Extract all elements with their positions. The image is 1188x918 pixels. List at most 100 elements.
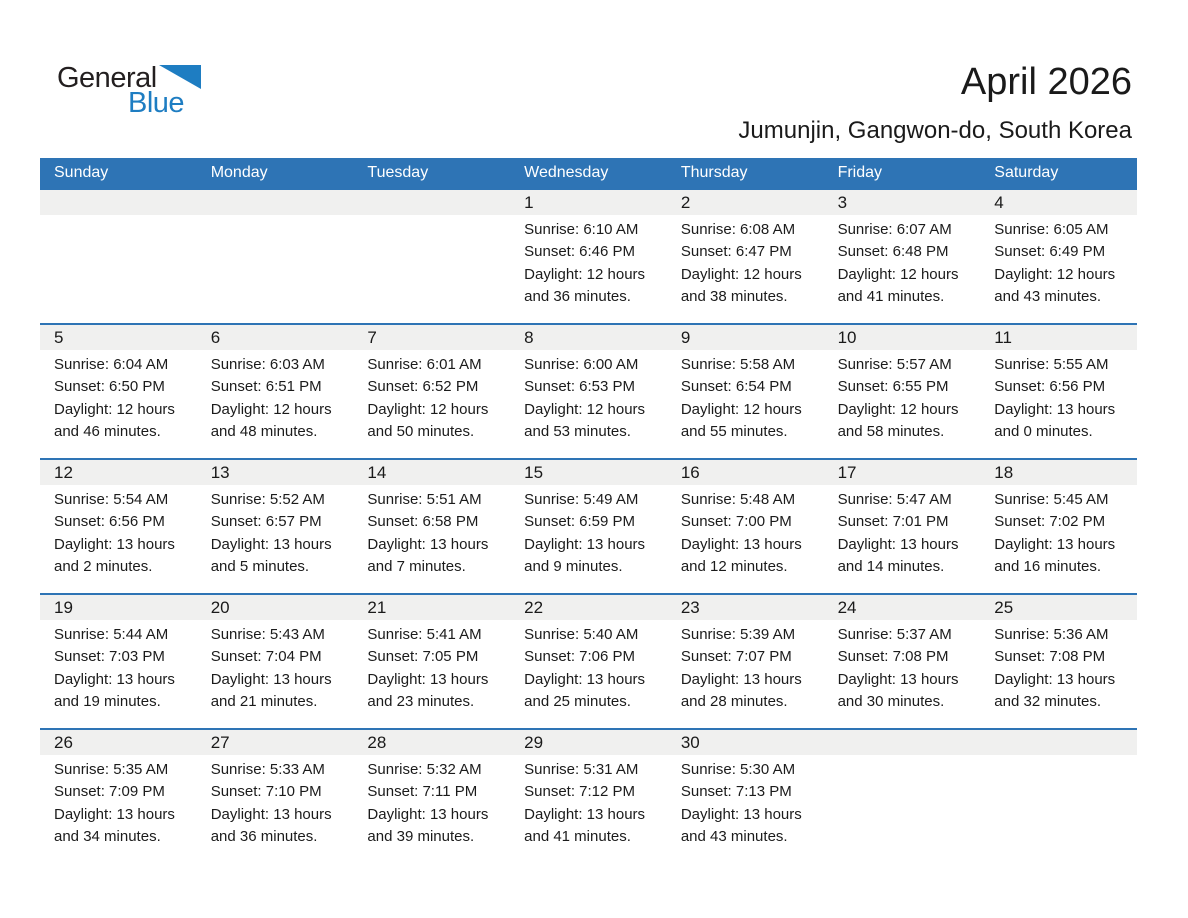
sunset-text: Sunset: 6:47 PM [680,243,792,261]
daylight-hours-text: Daylight: 13 hours [524,805,646,823]
day-cell: 29 Sunrise: 5:31 AM Sunset: 7:12 PM Dayligh… [510,730,667,863]
daylight-hours-text: Daylight: 13 hours [837,670,959,688]
day-info: Sunrise: 5:44 AM Sunset: 7:03 PM Daylight:… [54,624,197,714]
sunrise-text: Sunrise: 6:05 AM [994,221,1109,238]
daylight-minutes-text: and 55 minutes. [680,423,788,441]
empty-day-cell [980,730,1137,863]
day-info: Sunrise: 5:47 AM Sunset: 7:01 PM Daylight:… [838,489,981,579]
weekday-thursday: Thursday [680,164,748,181]
week-row: 12 Sunrise: 5:54 AM Sunset: 6:56 PM Dayligh… [40,458,1137,593]
sunrise-text: Sunrise: 5:48 AM [680,491,796,508]
sunset-text: Sunset: 7:10 PM [210,783,322,801]
day-cell: 24 Sunrise: 5:37 AM Sunset: 7:08 PM Dayligh… [824,595,981,728]
general-blue-logo: General Blue [57,64,201,118]
weekday-sunday: Sunday [54,164,109,181]
sunset-text: Sunset: 7:08 PM [837,648,949,666]
sunset-text: Sunset: 7:12 PM [524,783,636,801]
daylight-minutes-text: and 50 minutes. [367,423,475,441]
day-number: 16 [680,463,700,482]
day-cell: 13 Sunrise: 5:52 AM Sunset: 6:57 PM Dayligh… [197,460,354,593]
daylight-hours-text: Daylight: 12 hours [210,400,332,418]
daylight-minutes-text: and 32 minutes. [994,693,1102,711]
sunset-text: Sunset: 7:01 PM [837,513,949,531]
day-info: Sunrise: 5:57 AM Sunset: 6:55 PM Daylight:… [838,354,981,444]
day-info: Sunrise: 5:43 AM Sunset: 7:04 PM Daylight:… [211,624,354,714]
day-number: 2 [680,193,691,212]
daylight-hours-text: Daylight: 13 hours [210,805,332,823]
logo-text-general: General [57,62,157,94]
day-info: Sunrise: 6:05 AM Sunset: 6:49 PM Daylight:… [994,219,1137,309]
daylight-minutes-text: and 28 minutes. [680,693,788,711]
sunrise-text: Sunrise: 5:31 AM [524,761,639,778]
day-cell: 9 Sunrise: 5:58 AM Sunset: 6:54 PM Daylight… [667,325,824,458]
daylight-minutes-text: and 14 minutes. [837,558,945,576]
sunrise-text: Sunrise: 5:37 AM [837,626,952,643]
day-cell: 23 Sunrise: 5:39 AM Sunset: 7:07 PM Dayligh… [667,595,824,728]
logo-text-blue: Blue [128,87,185,119]
weekday-saturday: Saturday [994,164,1059,181]
day-number: 14 [367,463,387,482]
daylight-minutes-text: and 19 minutes. [54,693,161,711]
sunset-text: Sunset: 7:11 PM [367,783,478,801]
day-cell: 11 Sunrise: 5:55 AM Sunset: 6:56 PM Dayligh… [980,325,1137,458]
week-row: 26 Sunrise: 5:35 AM Sunset: 7:09 PM Dayligh… [40,728,1137,863]
day-number: 21 [367,598,387,617]
day-info: Sunrise: 5:54 AM Sunset: 6:56 PM Daylight:… [54,489,197,579]
sunset-text: Sunset: 6:56 PM [54,513,165,531]
sunset-text: Sunset: 6:58 PM [367,513,479,531]
daylight-minutes-text: and 16 minutes. [994,558,1102,576]
sunrise-text: Sunrise: 5:47 AM [837,491,952,508]
sunset-text: Sunset: 7:00 PM [680,513,792,531]
daylight-hours-text: Daylight: 12 hours [367,400,489,418]
daylight-hours-text: Daylight: 12 hours [837,400,959,418]
day-number: 30 [680,733,700,752]
day-number: 4 [994,193,1004,212]
sunset-text: Sunset: 7:04 PM [210,648,322,666]
sunset-text: Sunset: 6:59 PM [524,513,636,531]
day-number: 20 [210,598,230,617]
page-subtitle: Jumunjin, Gangwon-do, South Korea [738,117,1132,144]
daylight-hours-text: Daylight: 13 hours [54,670,175,688]
daylight-minutes-text: and 5 minutes. [210,558,310,576]
sunrise-text: Sunrise: 5:51 AM [367,491,482,508]
sunrise-text: Sunrise: 5:52 AM [210,491,325,508]
day-cell: 20 Sunrise: 5:43 AM Sunset: 7:04 PM Dayligh… [197,595,354,728]
day-number: 10 [837,328,857,347]
day-number: 24 [837,598,857,617]
day-cell: 1 Sunrise: 6:10 AM Sunset: 6:46 PM Daylight… [510,190,667,323]
sunrise-text: Sunrise: 5:39 AM [680,626,796,643]
sunrise-text: Sunrise: 6:04 AM [54,356,169,373]
day-info: Sunrise: 5:45 AM Sunset: 7:02 PM Daylight:… [994,489,1137,579]
sunrise-text: Sunrise: 6:00 AM [524,356,639,373]
daylight-hours-text: Daylight: 13 hours [994,400,1116,418]
day-number: 11 [994,328,1012,347]
sunset-text: Sunset: 6:50 PM [54,378,165,396]
daylight-minutes-text: and 36 minutes. [524,288,631,306]
day-cell: 17 Sunrise: 5:47 AM Sunset: 7:01 PM Dayligh… [824,460,981,593]
day-number: 29 [524,733,544,752]
day-cell: 19 Sunrise: 5:44 AM Sunset: 7:03 PM Dayligh… [40,595,197,728]
day-cell: 30 Sunrise: 5:30 AM Sunset: 7:13 PM Dayligh… [667,730,824,863]
day-cell: 4 Sunrise: 6:05 AM Sunset: 6:49 PM Daylight… [980,190,1137,323]
day-number: 12 [54,463,73,482]
daylight-minutes-text: and 21 minutes. [210,693,318,711]
sunset-text: Sunset: 6:49 PM [994,243,1106,261]
sunrise-text: Sunrise: 5:55 AM [994,356,1109,373]
week-grid: 26 Sunrise: 5:35 AM Sunset: 7:09 PM Dayligh… [40,730,1137,863]
daylight-minutes-text: and 43 minutes. [994,288,1102,306]
week-row: 5 Sunrise: 6:04 AM Sunset: 6:50 PM Daylight… [40,323,1137,458]
sunset-text: Sunset: 7:05 PM [367,648,479,666]
sunrise-text: Sunrise: 6:10 AM [524,221,639,238]
day-info: Sunrise: 5:51 AM Sunset: 6:58 PM Daylight:… [367,489,510,579]
day-number: 3 [837,193,848,212]
sunset-text: Sunset: 6:56 PM [994,378,1106,396]
day-info: Sunrise: 6:01 AM Sunset: 6:52 PM Daylight:… [367,354,510,444]
sunset-text: Sunset: 6:53 PM [524,378,636,396]
day-info: Sunrise: 5:39 AM Sunset: 7:07 PM Daylight:… [681,624,824,714]
sunrise-text: Sunrise: 5:44 AM [54,626,169,643]
daylight-minutes-text: and 48 minutes. [210,423,318,441]
daylight-hours-text: Daylight: 12 hours [524,400,646,418]
week-grid: 12 Sunrise: 5:54 AM Sunset: 6:56 PM Dayligh… [40,460,1137,593]
sunrise-text: Sunrise: 5:33 AM [210,761,325,778]
sunset-text: Sunset: 7:07 PM [680,648,792,666]
